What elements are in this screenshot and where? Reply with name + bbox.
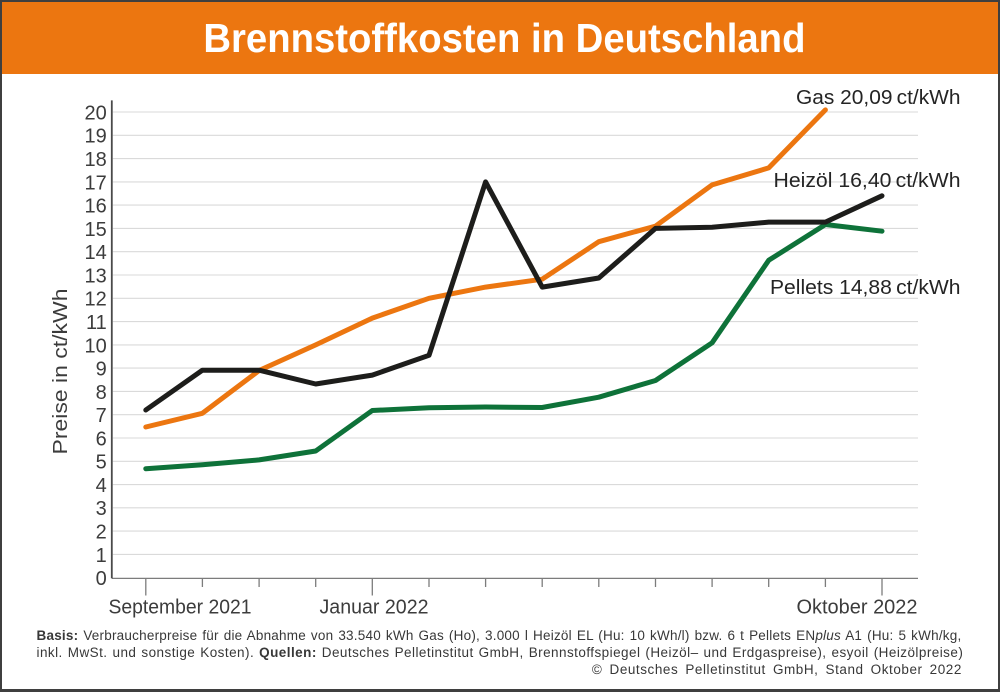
svg-text:15: 15 [85,219,107,241]
svg-text:13: 13 [85,265,107,287]
svg-text:20: 20 [85,102,107,124]
svg-text:Oktober 2022: Oktober 2022 [797,597,918,619]
svg-text:Pellets 14,88 ct/kWh: Pellets 14,88 ct/kWh [770,277,961,299]
svg-text:1: 1 [96,545,107,567]
svg-text:5: 5 [96,452,107,474]
svg-text:14: 14 [85,242,107,264]
svg-text:16: 16 [85,195,107,217]
svg-text:Gas 20,09 ct/kWh: Gas 20,09 ct/kWh [796,87,961,109]
svg-text:10: 10 [85,335,107,357]
svg-text:17: 17 [85,172,107,194]
svg-text:2: 2 [96,521,107,543]
svg-text:Heizöl 16,40 ct/kWh: Heizöl 16,40 ct/kWh [774,170,961,192]
svg-text:18: 18 [85,149,107,171]
svg-text:3: 3 [96,498,107,520]
svg-text:6: 6 [96,428,107,450]
svg-text:Preise in ct/kWh: Preise in ct/kWh [50,289,72,455]
svg-text:11: 11 [86,312,107,334]
svg-text:9: 9 [96,358,107,380]
svg-text:September 2021: September 2021 [109,597,252,619]
svg-text:0: 0 [96,568,107,590]
svg-text:7: 7 [96,405,107,427]
svg-text:4: 4 [96,475,107,497]
svg-text:8: 8 [96,382,107,404]
svg-text:12: 12 [85,289,107,311]
svg-text:Januar 2022: Januar 2022 [320,597,429,619]
svg-text:19: 19 [85,126,107,148]
